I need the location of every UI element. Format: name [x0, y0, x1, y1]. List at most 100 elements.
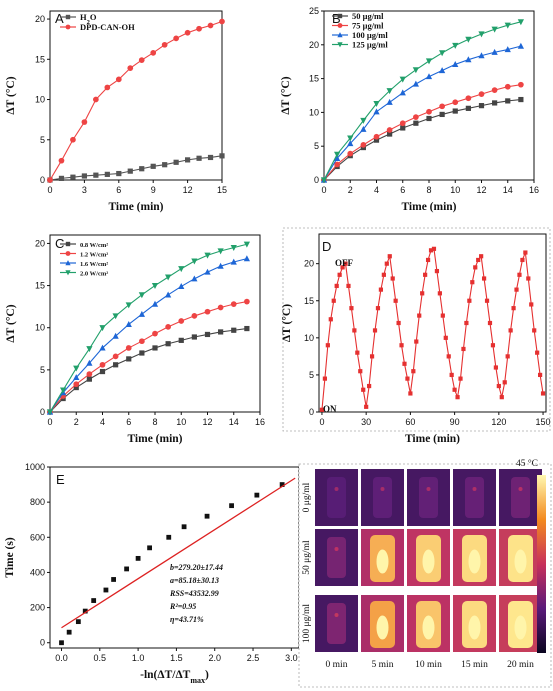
series-dpd-can-oh	[47, 18, 225, 183]
data-point	[320, 177, 328, 184]
data-point	[139, 338, 145, 345]
data-point	[152, 330, 158, 337]
series-h2o	[47, 153, 225, 183]
x-tick-label: 0	[321, 185, 326, 195]
thermal-spot	[334, 613, 339, 617]
data-point	[173, 159, 179, 165]
data-point	[465, 36, 472, 43]
data-point	[375, 306, 381, 311]
fit-stat: RSS=43532.99	[169, 589, 219, 598]
data-point	[138, 310, 145, 317]
thermal-spot	[334, 547, 339, 551]
series-75-g-ml	[321, 81, 524, 183]
thermal-spot	[334, 487, 339, 491]
plot-frame	[318, 233, 547, 413]
data-point	[508, 328, 513, 333]
data-point	[322, 376, 327, 381]
data-point	[405, 376, 410, 381]
data-point	[412, 80, 419, 87]
data-point	[411, 369, 416, 374]
data-point	[378, 287, 384, 292]
data-point	[178, 337, 184, 343]
series-line	[49, 243, 248, 413]
y-tick-label: 200	[30, 603, 45, 613]
data-point	[491, 48, 498, 55]
thermal-tube	[419, 477, 438, 518]
data-point	[412, 67, 419, 74]
thermal-core	[514, 615, 527, 640]
data-point	[491, 26, 498, 33]
x-tick-label: 0.0	[55, 653, 68, 663]
thermal-tube	[327, 537, 346, 578]
data-point	[319, 407, 325, 412]
legend-swatch-marker	[65, 14, 71, 20]
thermal-column-label: 0 min	[326, 660, 348, 670]
data-point	[113, 362, 119, 368]
data-point	[399, 343, 404, 348]
data-point	[165, 324, 171, 330]
data-point	[181, 524, 187, 530]
x-tick-label: 60	[405, 417, 415, 427]
data-point	[455, 395, 460, 400]
legend-swatch-marker	[65, 251, 71, 256]
data-point	[393, 298, 398, 303]
data-point	[334, 283, 339, 289]
data-point	[369, 354, 375, 359]
data-point	[449, 372, 454, 378]
data-point	[86, 346, 93, 353]
y-axis-title: ΔT (°C)	[280, 76, 292, 114]
data-point	[470, 280, 475, 285]
data-point	[399, 76, 406, 83]
data-point	[399, 120, 406, 127]
x-tick-label: 120	[491, 417, 506, 427]
thermal-column-label: 20 min	[507, 660, 534, 670]
y-tick-label: 10	[35, 95, 45, 105]
series-0	[319, 246, 546, 412]
data-point	[58, 175, 65, 181]
data-point	[465, 105, 471, 111]
panel-d-border	[282, 227, 551, 432]
y-axis-title: ΔT (°C)	[281, 304, 293, 342]
data-point	[103, 587, 109, 593]
x-tick-label: 4	[100, 417, 105, 427]
data-point	[184, 29, 191, 36]
data-point	[230, 258, 237, 265]
data-point	[452, 42, 459, 49]
data-point	[73, 365, 80, 372]
legend-label: 100 μg/ml	[352, 30, 388, 40]
y-tick-label: 0	[40, 407, 45, 417]
data-point	[86, 371, 93, 377]
y-tick-label: 0	[40, 638, 45, 648]
x-axis-title: Time (min)	[108, 201, 163, 213]
legend-swatch-marker	[65, 270, 71, 276]
data-point	[352, 328, 357, 333]
data-point	[60, 387, 67, 394]
data-point	[166, 534, 172, 540]
data-point	[473, 265, 478, 270]
data-point	[347, 150, 354, 157]
y-tick-label: 20	[35, 238, 45, 248]
y-tick-label: 5	[40, 365, 45, 375]
colorbar-max-label: 45 °C	[516, 458, 538, 469]
data-point	[490, 343, 496, 348]
data-point	[328, 317, 333, 322]
data-point	[413, 120, 419, 126]
x-tick-label: 12	[476, 185, 486, 195]
data-point	[425, 257, 431, 263]
data-point	[426, 115, 432, 122]
thermal-core	[468, 549, 481, 574]
legend-swatch-marker	[65, 24, 71, 30]
x-tick-label: 8	[152, 417, 157, 427]
x-tick-label: 6	[400, 185, 405, 195]
x-tick-label: 150	[536, 417, 551, 427]
x-tick-label: 4	[374, 185, 379, 195]
data-point	[196, 25, 202, 32]
x-tick-label: 90	[450, 417, 460, 427]
series-50-g-ml	[321, 96, 524, 183]
panel-b: B 0 2 4 6 8 10 12 14 16 0 5 10 15 20 25 Time (min) ΔT (°C…	[280, 6, 539, 213]
data-point	[104, 171, 110, 177]
y-tick-label: 1000	[25, 462, 45, 472]
x-tick-label: 0	[47, 185, 52, 195]
